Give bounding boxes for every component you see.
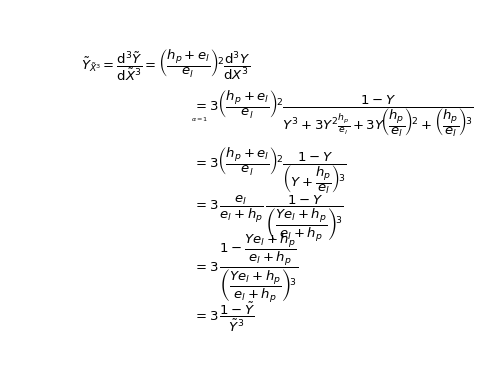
Text: $_{\alpha=1}$: $_{\alpha=1}$ xyxy=(191,115,209,125)
Text: $= 3\left(\dfrac{h_p + e_l}{e_l}\right)^{\!2} \dfrac{1 - Y}{Y^3 + 3Y^2\frac{h_p}: $= 3\left(\dfrac{h_p + e_l}{e_l}\right)^… xyxy=(193,88,474,139)
Text: $= 3\,\dfrac{1 - \tilde{Y}}{\tilde{Y}^3}$: $= 3\,\dfrac{1 - \tilde{Y}}{\tilde{Y}^3}… xyxy=(193,301,255,335)
Text: $= 3\left(\dfrac{h_p + e_l}{e_l}\right)^{\!2} \dfrac{1 - Y}{\left(Y + \dfrac{h_p: $= 3\left(\dfrac{h_p + e_l}{e_l}\right)^… xyxy=(193,146,346,196)
Text: $\tilde{Y}_{\tilde{X}^3} = \dfrac{\mathrm{d}^3\tilde{Y}}{\mathrm{d}\tilde{X}^3} : $\tilde{Y}_{\tilde{X}^3} = \dfrac{\mathr… xyxy=(81,47,250,83)
Text: $= 3\,\dfrac{1 - \dfrac{Y e_l + h_p}{e_l + h_p}}{\left(\dfrac{Y e_l + h_p}{e_l +: $= 3\,\dfrac{1 - \dfrac{Y e_l + h_p}{e_l… xyxy=(193,231,298,304)
Text: $= 3\,\dfrac{e_l}{e_l + h_p}\,\dfrac{1 - Y}{\left(\dfrac{Y e_l + h_p}{e_l + h_p}: $= 3\,\dfrac{e_l}{e_l + h_p}\,\dfrac{1 -… xyxy=(193,194,343,244)
